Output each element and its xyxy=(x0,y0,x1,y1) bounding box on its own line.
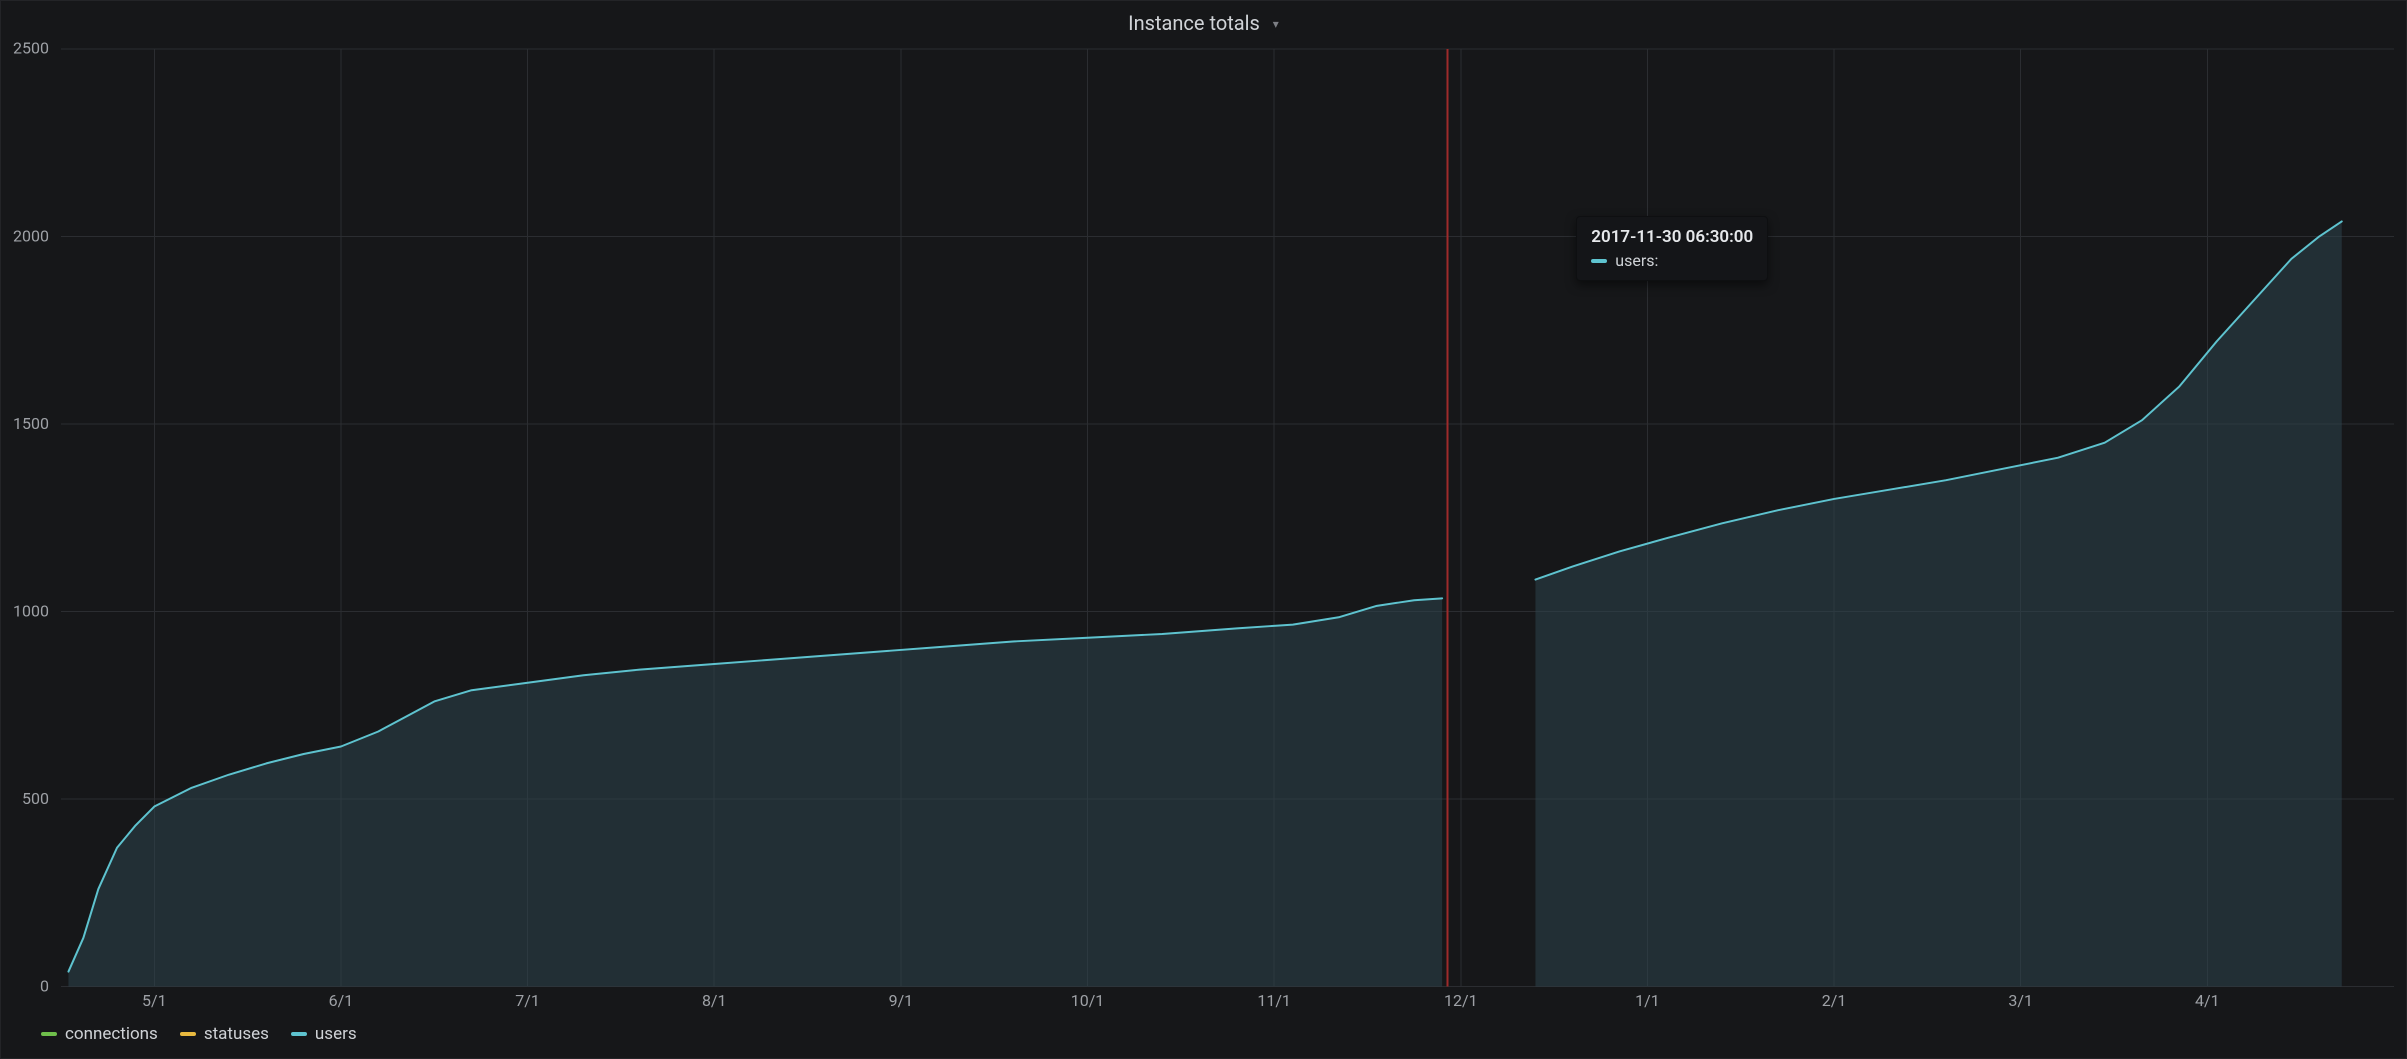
svg-text:2500: 2500 xyxy=(13,41,49,58)
svg-text:500: 500 xyxy=(22,789,49,808)
legend-label: connections xyxy=(65,1024,158,1044)
svg-text:1/1: 1/1 xyxy=(1635,991,1660,1010)
panel-title[interactable]: Instance totals ▾ xyxy=(1,1,2406,41)
svg-text:0: 0 xyxy=(40,977,49,996)
svg-text:2/1: 2/1 xyxy=(1822,991,1847,1010)
svg-text:1500: 1500 xyxy=(13,414,49,433)
svg-text:3/1: 3/1 xyxy=(2008,991,2033,1010)
svg-text:6/1: 6/1 xyxy=(329,991,354,1010)
legend-item-users[interactable]: users xyxy=(291,1024,357,1044)
svg-text:7/1: 7/1 xyxy=(515,991,540,1010)
panel-menu-caret-icon[interactable]: ▾ xyxy=(1273,17,1279,31)
legend-label: statuses xyxy=(204,1024,269,1044)
legend-item-connections[interactable]: connections xyxy=(41,1024,158,1044)
legend-swatch xyxy=(291,1032,307,1036)
svg-text:1000: 1000 xyxy=(13,602,49,621)
legend-swatch xyxy=(180,1032,196,1036)
svg-text:2000: 2000 xyxy=(13,226,49,245)
legend: connections statuses users xyxy=(1,1014,2406,1058)
plot-area[interactable]: 0 500 1000 1500 2000 2500 5/1 6/1 7/1 8/1 9/1 10/1 1… xyxy=(1,41,2406,1014)
svg-text:12/1: 12/1 xyxy=(1444,991,1478,1010)
chart-panel: Instance totals ▾ 0 500 1000 1500 2000 2500 5/… xyxy=(0,0,2407,1059)
svg-text:9/1: 9/1 xyxy=(889,991,914,1010)
legend-label: users xyxy=(315,1024,357,1044)
svg-text:4/1: 4/1 xyxy=(2195,991,2220,1010)
legend-item-statuses[interactable]: statuses xyxy=(180,1024,269,1044)
chart-svg: 0 500 1000 1500 2000 2500 5/1 6/1 7/1 8/1 9/1 10/1 1… xyxy=(1,41,2406,1014)
svg-text:11/1: 11/1 xyxy=(1257,991,1291,1010)
legend-swatch xyxy=(41,1032,57,1036)
svg-text:8/1: 8/1 xyxy=(702,991,727,1010)
svg-text:5/1: 5/1 xyxy=(142,991,167,1010)
svg-text:10/1: 10/1 xyxy=(1071,991,1105,1010)
panel-title-text: Instance totals xyxy=(1128,11,1260,35)
